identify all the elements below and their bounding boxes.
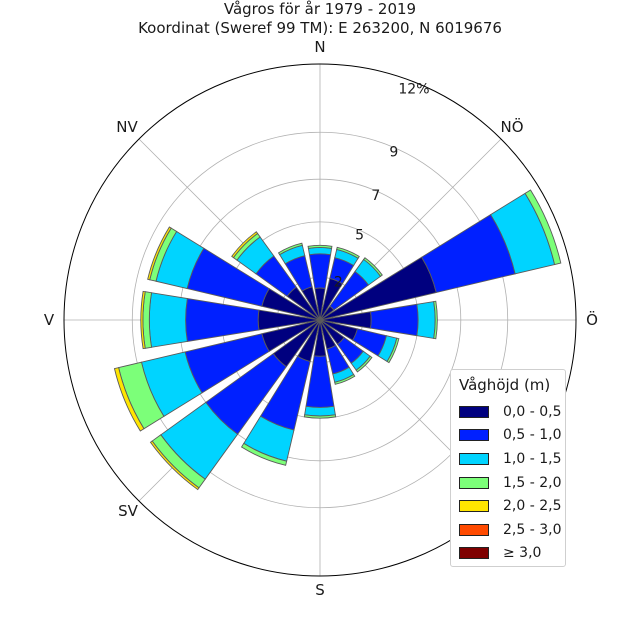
legend-label: 1,5 - 2,0 [503, 474, 562, 491]
direction-label-e: Ö [586, 310, 598, 329]
radial-tick-label: 7 [371, 188, 380, 204]
chart-title: Vågros för år 1979 - 2019 [223, 0, 417, 18]
rose-bar-22.5-bin-4 [336, 246, 360, 259]
rose-bar-247.5-bin-5 [113, 367, 145, 432]
rose-bar-0-bin-3 [307, 247, 333, 256]
radial-tick-label: 2 [334, 275, 343, 291]
legend-label: 0,0 - 0,5 [503, 403, 562, 420]
rose-bars [113, 189, 562, 491]
rose-bar-315-bin-5 [231, 231, 259, 259]
legend-swatch [459, 476, 489, 489]
legend-item: 1,0 - 1,5 [459, 447, 565, 471]
legend-swatch [459, 405, 489, 418]
rose-bar-225-bin-5 [149, 440, 200, 491]
legend-item: ≥ 3,0 [459, 542, 565, 566]
radial-tick-label: 12% [398, 81, 429, 97]
rose-bar-270-bin-3 [148, 292, 188, 348]
direction-label-sw: SV [118, 502, 139, 520]
rose-bar-90-bin-3 [416, 301, 436, 339]
radial-tick-label: 9 [389, 145, 398, 161]
direction-label-ne: NÖ [500, 117, 523, 136]
rose-bar-292.5-bin-5 [147, 226, 172, 281]
chart-subtitle: Koordinat (Sweref 99 TM): E 263200, N 60… [138, 19, 502, 37]
rose-bar-135-bin-4 [355, 355, 373, 373]
legend-label: 1,0 - 1,5 [503, 450, 562, 467]
rose-bar-180-bin-3 [304, 405, 336, 417]
direction-labels: N NÖ Ö SV S V NV [44, 38, 598, 599]
legend-item: 2,0 - 2,5 [459, 494, 565, 518]
legend-item: 1,5 - 2,0 [459, 471, 565, 495]
direction-label-n: N [314, 38, 325, 56]
direction-label-s: S [315, 581, 325, 599]
rose-bar-90-bin-2 [370, 303, 419, 337]
legend-item: 0,5 - 1,0 [459, 424, 565, 448]
rose-bar-0-bin-2 [308, 253, 332, 289]
radial-tick-label: 5 [355, 227, 364, 243]
legend-item: 2,5 - 3,0 [459, 518, 565, 542]
legend-label: 2,0 - 2,5 [503, 498, 562, 515]
outer-boundary [63, 63, 577, 577]
legend-title: Våghöjd (m) [459, 376, 551, 394]
radial-tick-labels: 2 5 7 9 12% [334, 81, 430, 290]
legend-swatch [459, 547, 489, 560]
rose-bar-67.5-bin-4 [524, 189, 562, 266]
direction-label-nw: NV [116, 118, 138, 136]
rose-bar-112.5-bin-4 [386, 337, 400, 364]
legend-label: 2,5 - 3,0 [503, 521, 562, 538]
rose-bar-0-bin-4 [307, 244, 333, 249]
legend-label: ≥ 3,0 [503, 545, 542, 562]
rose-bar-180-bin-2 [305, 355, 335, 408]
rose-bar-157.5-bin-4 [334, 373, 356, 385]
rose-bar-180-bin-4 [303, 414, 337, 419]
rose-bar-270-bin-2 [185, 297, 260, 343]
rose-bar-202.5-bin-4 [240, 442, 288, 466]
legend-swatch [459, 500, 489, 513]
rose-bar-45-bin-4 [363, 257, 383, 277]
rose-bar-337.5-bin-4 [277, 242, 303, 256]
legend-label: 0,5 - 1,0 [503, 427, 562, 444]
rose-bar-270-bin-5 [140, 290, 146, 350]
legend: Våghöjd (m) 0,0 - 0,5 0,5 - 1,0 1,0 - 1,5 1… [450, 369, 566, 567]
legend-items: 0,0 - 0,5 0,5 - 1,0 1,0 - 1,5 1,5 - 2,0 2,0 … [459, 400, 565, 565]
legend-swatch [459, 429, 489, 442]
rose-bar-90-bin-4 [433, 300, 438, 340]
direction-label-w: V [44, 311, 55, 329]
legend-swatch [459, 523, 489, 536]
legend-swatch [459, 452, 489, 465]
legend-item: 0,0 - 0,5 [459, 400, 565, 424]
